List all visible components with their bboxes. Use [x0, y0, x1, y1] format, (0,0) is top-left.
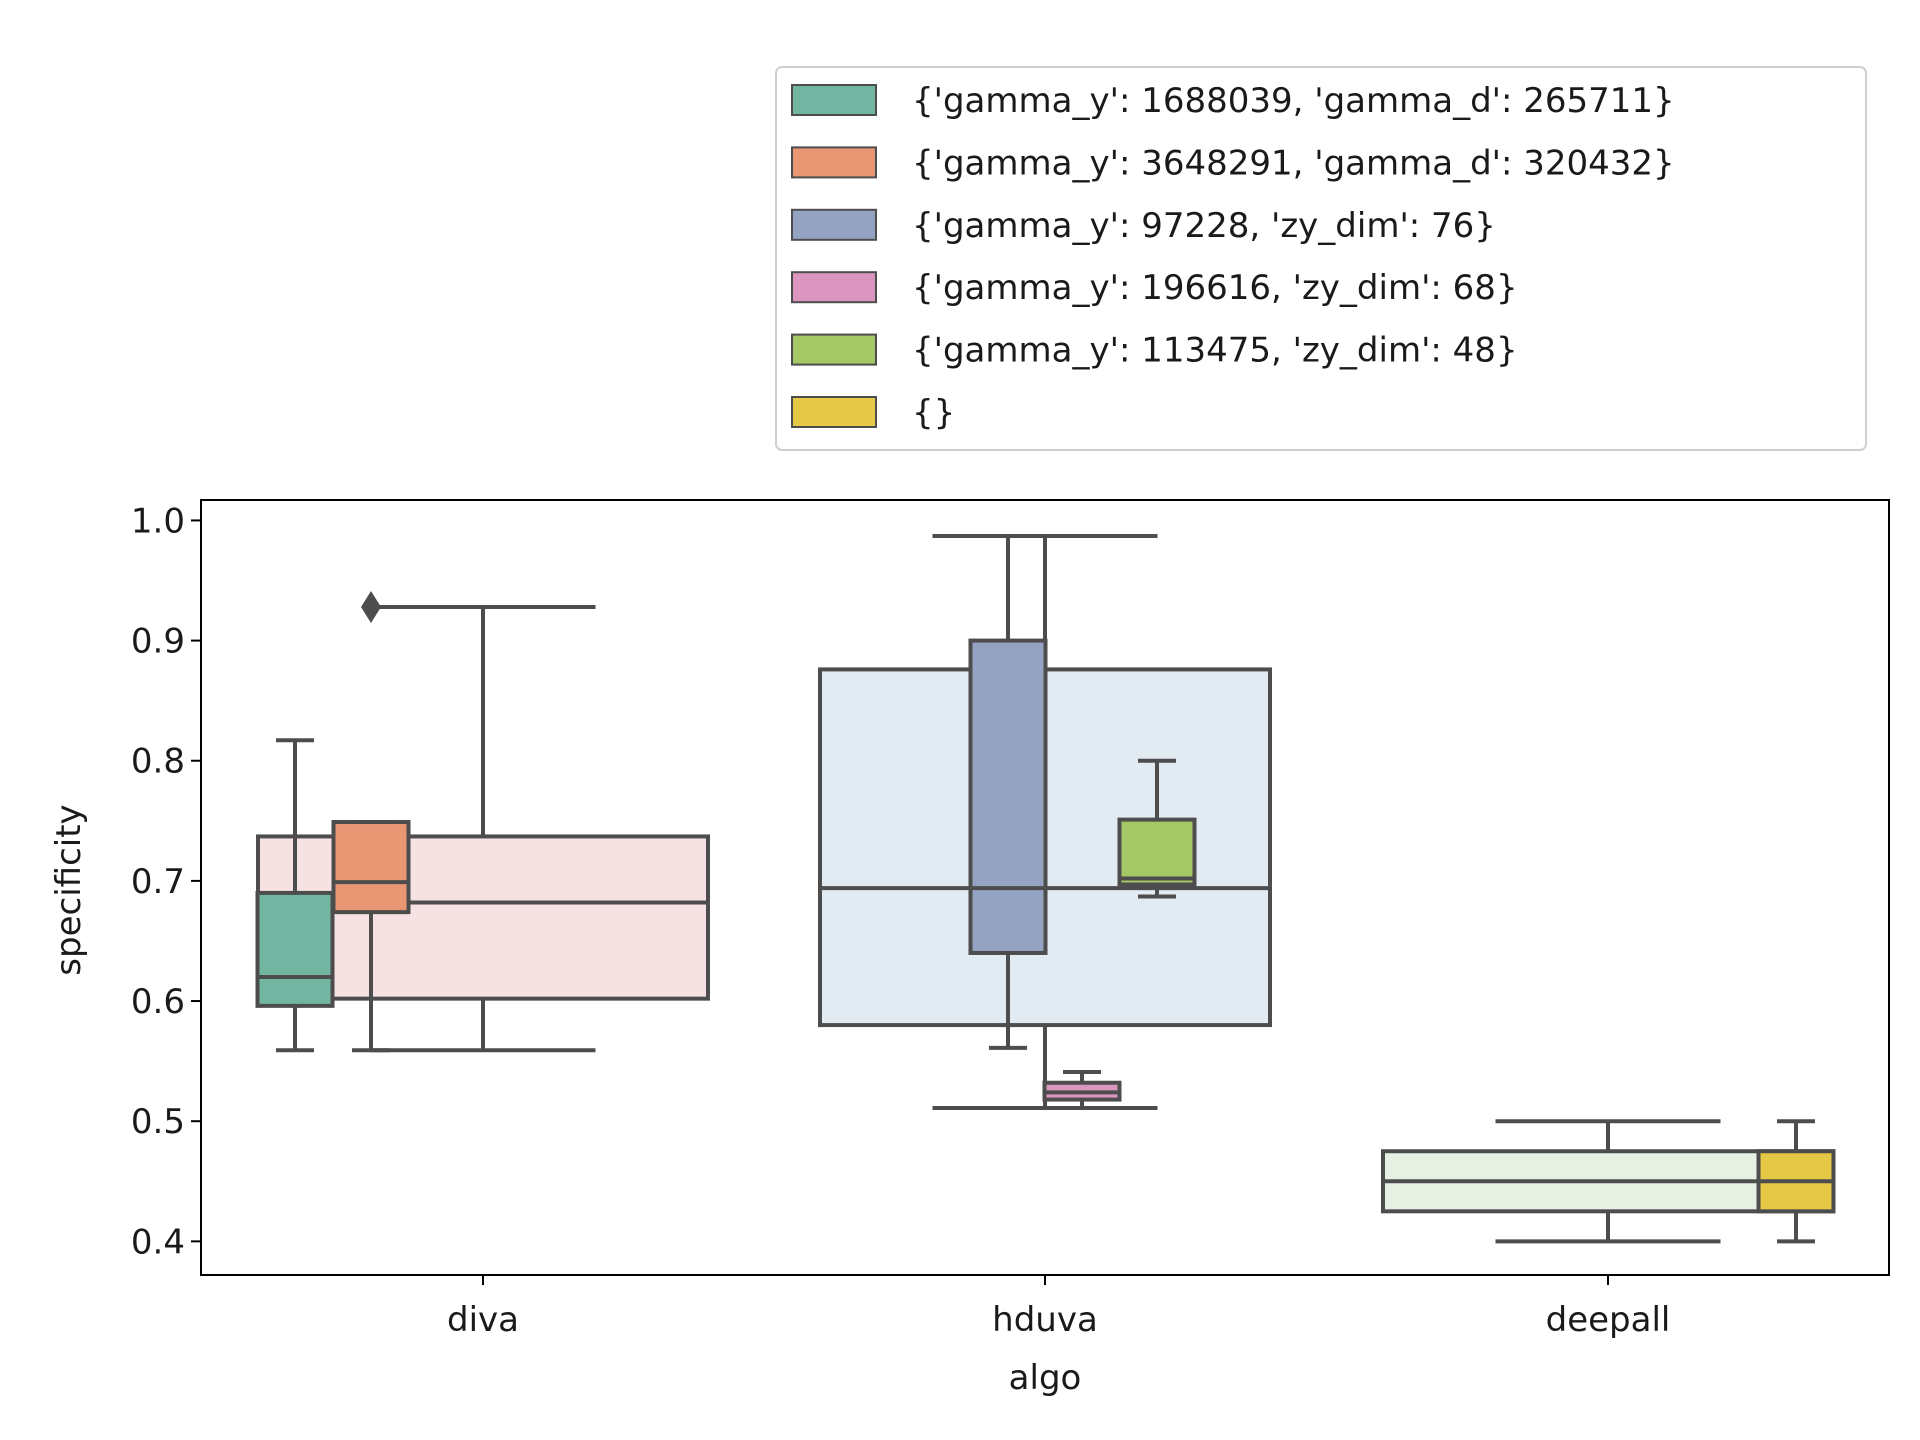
series-box-1-box — [331, 820, 411, 915]
series-box-2-box — [968, 638, 1048, 955]
x-axis-ticks: diva hduva deepall — [447, 1275, 1670, 1340]
x-axis-label: algo — [1009, 1358, 1082, 1398]
legend-label-3: {'gamma_y': 196616, 'zy_dim': 68} — [912, 268, 1518, 308]
legend-frame — [775, 66, 1867, 451]
series-box-5 — [1756, 1119, 1836, 1244]
series-box-1 — [331, 590, 411, 1053]
series-box-0 — [255, 738, 335, 1053]
series-box-0-box — [255, 890, 335, 1008]
series-box-1-flier-0 — [361, 590, 381, 623]
legend-label-4: {'gamma_y': 113475, 'zy_dim': 48} — [912, 331, 1518, 371]
x-tick-label-deepall: deepall — [1546, 1300, 1671, 1340]
y-tick-label-6: 1.0 — [131, 501, 185, 541]
x-tick-label-hduva: hduva — [992, 1300, 1098, 1340]
y-tick-label-5: 0.9 — [131, 622, 185, 662]
legend-swatch-3 — [791, 271, 877, 304]
series-box-4-box — [1117, 817, 1197, 887]
legend-swatch-5 — [791, 396, 877, 428]
y-tick-label-4: 0.8 — [131, 742, 185, 782]
legend-label-2: {'gamma_y': 97228, 'zy_dim': 76} — [912, 206, 1496, 246]
legend-swatch-0 — [791, 84, 877, 116]
legend: {'gamma_y': 1688039, 'gamma_d': 265711} {… — [775, 66, 1867, 451]
y-tick-label-2: 0.6 — [131, 982, 185, 1022]
series-box-layer — [255, 534, 1836, 1244]
y-axis-ticks: 0.4 0.5 0.6 0.7 0.8 0.9 1.0 — [131, 501, 201, 1262]
y-axis-label: specificity — [49, 804, 89, 975]
x-tick-label-diva: diva — [447, 1300, 519, 1340]
legend-label-0: {'gamma_y': 1688039, 'gamma_d': 265711} — [912, 81, 1675, 121]
legend-swatch-1 — [791, 146, 877, 179]
y-tick-label-0: 0.4 — [131, 1222, 185, 1262]
series-box-3 — [1042, 1069, 1122, 1110]
legend-swatch-2 — [791, 208, 877, 241]
series-box-2 — [968, 534, 1048, 1050]
series-box-4 — [1117, 758, 1197, 899]
y-tick-label-1: 0.5 — [131, 1102, 185, 1142]
legend-swatch-4 — [791, 333, 877, 366]
y-tick-label-3: 0.7 — [131, 862, 185, 902]
legend-label-1: {'gamma_y': 3648291, 'gamma_d': 320432} — [912, 143, 1675, 183]
legend-label-5: {} — [912, 393, 955, 433]
